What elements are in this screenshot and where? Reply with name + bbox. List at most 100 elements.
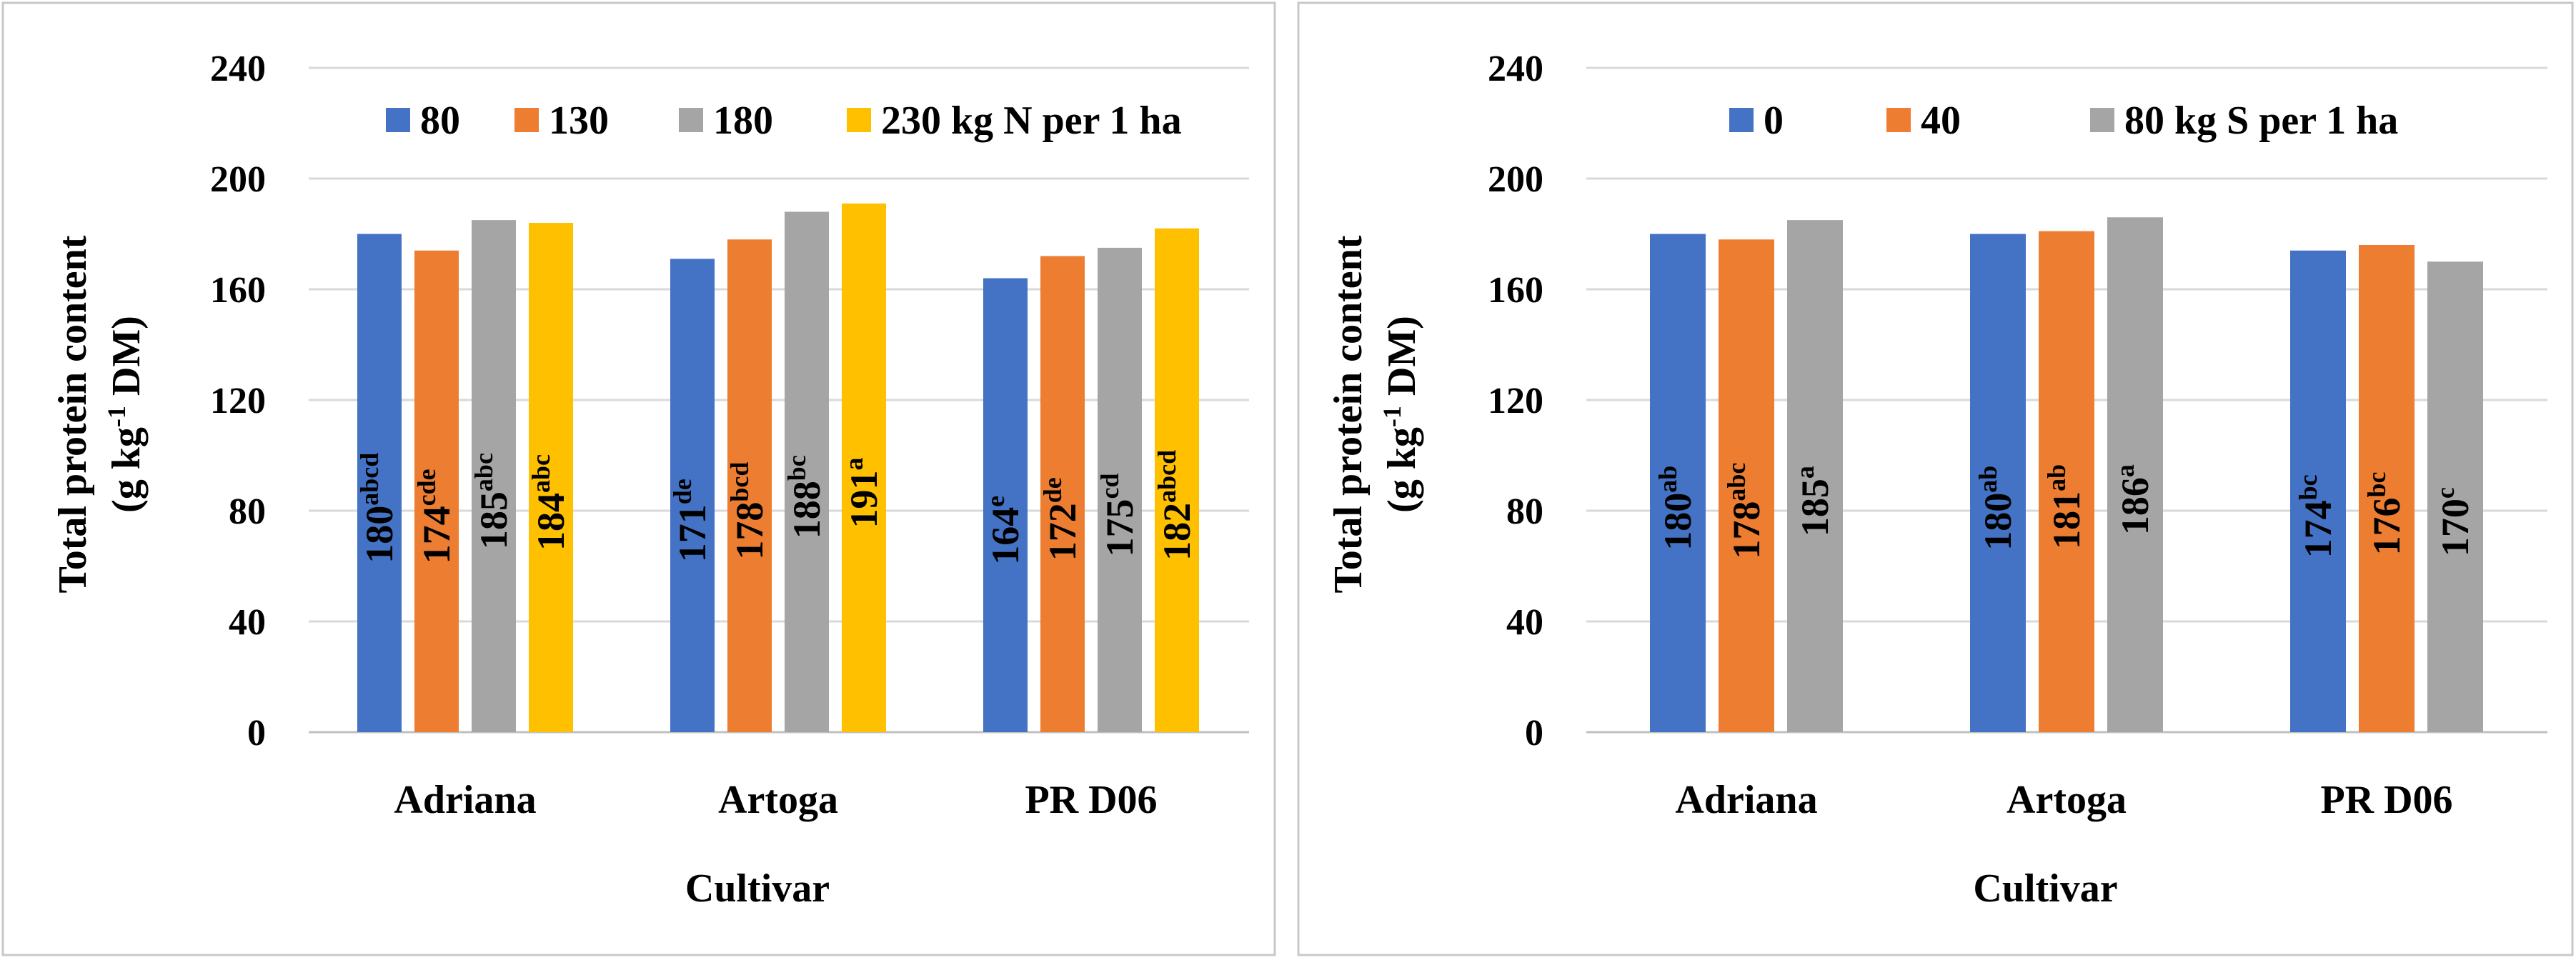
data-label: 191a <box>840 457 885 528</box>
bar <box>1040 256 1085 732</box>
x-category-label: Adriana <box>394 778 536 822</box>
legend-swatch <box>847 108 871 132</box>
legend-swatch <box>1886 108 1911 132</box>
bar <box>727 239 772 732</box>
y-tick-label: 0 <box>247 713 266 754</box>
legend-label: 80 <box>420 99 460 143</box>
y-axis-title-unit-pre: (g kg <box>104 427 149 513</box>
data-label-value: 176 <box>2365 498 2408 556</box>
data-label-letters: bc <box>2362 471 2391 497</box>
data-label-letters: cde <box>412 469 441 506</box>
data-label-letters: bc <box>2294 474 2322 500</box>
data-label-letters: abc <box>469 453 498 491</box>
x-category-label: Artoga <box>718 778 838 822</box>
data-label-value: 170 <box>2434 499 2477 556</box>
data-label: 184abc <box>527 454 572 551</box>
data-label-value: 186 <box>2114 477 2157 535</box>
data-label-value: 184 <box>529 493 572 551</box>
bar <box>1970 234 2026 732</box>
y-tick-label: 80 <box>229 491 266 532</box>
data-label: 185abc <box>469 453 515 549</box>
data-label-letters: abc <box>527 454 555 493</box>
data-label-value: 164 <box>984 507 1027 565</box>
bar <box>529 223 573 732</box>
y-axis-title-unit-sup: -1 <box>102 406 131 427</box>
bar <box>785 211 829 732</box>
bar <box>842 203 886 732</box>
data-label: 186a <box>2111 464 2157 535</box>
bar <box>472 220 516 732</box>
data-label-value: 174 <box>415 506 458 564</box>
data-label-letters: ab <box>2042 464 2071 491</box>
data-label: 175cd <box>1095 473 1141 556</box>
bar <box>2107 217 2163 732</box>
data-label-letters: bcd <box>725 462 754 502</box>
data-label-letters: abcd <box>355 453 384 506</box>
data-label-value: 178 <box>728 502 771 560</box>
data-label-letters: abcd <box>1153 450 1181 503</box>
legend-swatch <box>1729 108 1754 132</box>
data-label-letters: c <box>2431 487 2460 499</box>
x-axis-title: Cultivar <box>685 866 830 911</box>
legend-label: 130 <box>549 99 609 143</box>
bar <box>2039 231 2094 732</box>
y-tick-label: 240 <box>210 49 266 89</box>
data-label-letters: de <box>668 479 697 504</box>
bar <box>357 234 402 732</box>
data-label-letters: bc <box>782 455 811 481</box>
data-label-letters: abc <box>1722 463 1751 501</box>
data-label: 180ab <box>1653 466 1699 551</box>
legend-swatch <box>386 108 410 132</box>
x-axis-title: Cultivar <box>1973 866 2117 911</box>
bar <box>983 278 1028 732</box>
legend-label: 230 kg N per 1 ha <box>881 99 1182 143</box>
data-label-value: 181 <box>2045 491 2088 549</box>
data-label-value: 180 <box>358 506 401 564</box>
legend-swatch <box>2090 108 2114 132</box>
y-axis-title-unit-post: DM) <box>104 316 149 406</box>
legend-label: 40 <box>1921 99 1961 143</box>
legend-label: 0 <box>1764 99 1784 143</box>
y-tick-label: 80 <box>1506 491 1543 532</box>
data-label: 174bc <box>2294 474 2339 558</box>
data-label-value: 191 <box>842 470 885 528</box>
bar <box>1098 247 1142 732</box>
bar <box>2427 261 2483 732</box>
data-label-value: 174 <box>2297 500 2339 558</box>
data-label: 176bc <box>2362 471 2408 555</box>
y-tick-label: 200 <box>1488 159 1543 200</box>
data-label-letters: a <box>840 457 868 470</box>
data-label-letters: cd <box>1095 473 1124 499</box>
data-label: 164e <box>981 496 1027 565</box>
data-label-letters: ab <box>1653 466 1682 493</box>
y-axis-title-unit-pre: (g kg <box>1380 427 1424 513</box>
data-label-value: 175 <box>1098 499 1141 556</box>
data-label-value: 188 <box>785 481 828 539</box>
data-label-letters: de <box>1038 477 1067 503</box>
bar <box>1155 228 1199 732</box>
bar <box>1787 220 1843 732</box>
data-label: 178abc <box>1722 463 1768 559</box>
y-tick-label: 240 <box>1488 49 1543 89</box>
legend-label: 80 kg S per 1 ha <box>2124 99 2398 143</box>
data-label-value: 172 <box>1041 503 1084 561</box>
x-category-label: Adriana <box>1675 778 1817 822</box>
bar <box>2290 250 2346 732</box>
bar <box>1719 239 1774 732</box>
legend-label: 180 <box>713 99 773 143</box>
data-label: 172de <box>1038 477 1084 561</box>
y-axis-title-line2: (g kg-1 DM) <box>1378 316 1424 513</box>
data-label-value: 185 <box>472 491 515 549</box>
y-tick-label: 160 <box>1488 270 1543 311</box>
y-tick-label: 160 <box>210 270 266 311</box>
data-label-value: 178 <box>1725 501 1768 559</box>
y-tick-label: 120 <box>210 381 266 421</box>
x-category-label: PR D06 <box>1025 778 1157 822</box>
data-label: 171de <box>668 479 714 562</box>
nitrogen-chart: 04080120160200240180abcd174cde185abc184a… <box>51 49 1249 911</box>
legend-swatch <box>679 108 703 132</box>
data-label-value: 185 <box>1794 479 1836 536</box>
data-label-value: 180 <box>1656 493 1699 551</box>
data-label: 188bc <box>782 455 828 539</box>
